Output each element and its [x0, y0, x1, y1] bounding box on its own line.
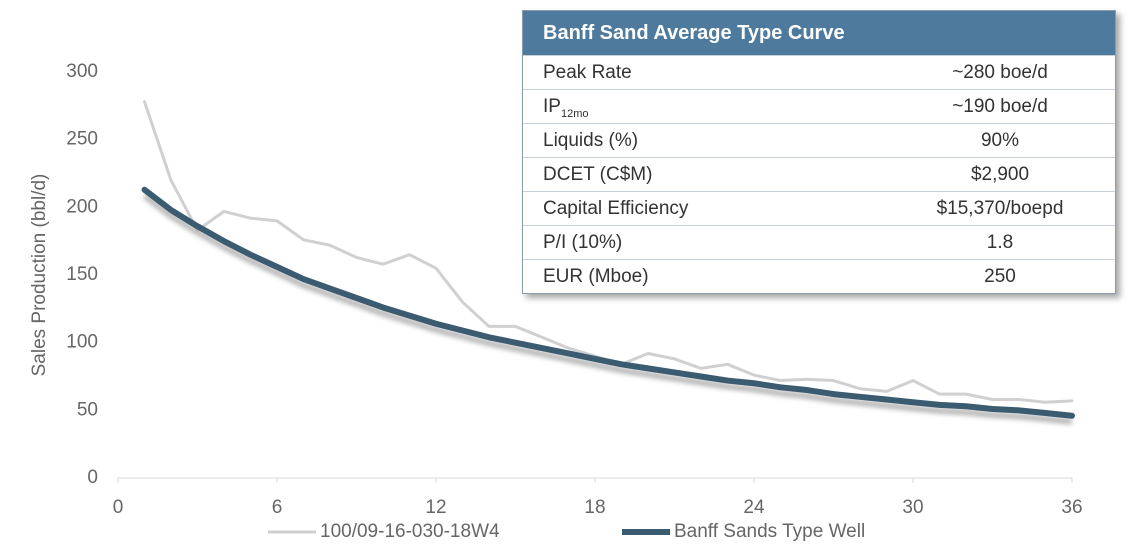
- row-label: P/I (10%): [523, 226, 885, 259]
- series-line: [141, 186, 1075, 419]
- table-title: Banff Sand Average Type Curve: [523, 11, 1115, 55]
- y-axis-label: Sales Production (bbl/d): [29, 174, 50, 377]
- table-row: EUR (Mboe) 250: [523, 259, 1115, 293]
- row-value: $15,370/boepd: [936, 198, 1064, 219]
- row-value: 90%: [980, 130, 1020, 151]
- x-tick-label: 36: [1061, 497, 1082, 518]
- label-text: Capital Efficiency: [543, 198, 689, 219]
- table-row: Peak Rate ~280 boe/d: [523, 55, 1115, 89]
- row-value: 250: [984, 266, 1016, 287]
- y-tick-label: 0: [87, 467, 98, 488]
- x-tick-label: 6: [272, 497, 283, 518]
- legend-label: Banff Sands Type Well: [674, 521, 865, 542]
- label-text: Peak Rate: [543, 62, 632, 83]
- label-text: IP: [543, 96, 561, 117]
- x-tick-label: 0: [113, 497, 124, 518]
- x-tick-label: 30: [902, 497, 923, 518]
- table-row: Capital Efficiency $15,370/boepd: [523, 191, 1115, 225]
- row-value: ~190 boe/d: [952, 96, 1048, 117]
- x-tick-label: 18: [584, 497, 605, 518]
- row-label: Capital Efficiency: [523, 192, 885, 225]
- row-label: DCET (C$M): [523, 158, 885, 191]
- label-text: DCET (C$M): [543, 164, 653, 185]
- label-subscript: 12mo: [560, 107, 589, 120]
- label-text: P/I (10%): [543, 232, 623, 253]
- label-text: Liquids (%): [543, 130, 639, 151]
- row-label: IP12mo: [523, 90, 885, 123]
- row-label: Liquids (%): [523, 124, 885, 157]
- y-tick-label: 300: [66, 61, 98, 82]
- table-row: P/I (10%) 1.8: [523, 225, 1115, 259]
- table-row: IP12mo ~190 boe/d: [523, 89, 1115, 123]
- label-text: EUR (Mboe): [543, 266, 649, 287]
- line-shadow: [142, 193, 1073, 425]
- x-tick-label: 12: [425, 497, 446, 518]
- y-tick-label: 150: [66, 264, 98, 285]
- y-tick-label: 250: [66, 129, 98, 150]
- legend-label: 100/09-16-030-18W4: [320, 521, 500, 542]
- row-label: EUR (Mboe): [523, 260, 885, 293]
- y-tick-label: 200: [66, 196, 98, 217]
- row-value: 1.8: [986, 232, 1014, 253]
- row-label: Peak Rate: [523, 56, 885, 89]
- x-tick-label: 24: [743, 497, 765, 518]
- y-tick-label: 100: [66, 332, 98, 353]
- summary-table: Banff Sand Average Type Curve Peak Rate ~…: [522, 10, 1116, 294]
- row-value: $2,900: [970, 164, 1030, 185]
- y-tick-label: 50: [77, 399, 98, 420]
- row-value: ~280 boe/d: [952, 62, 1048, 83]
- table-row: DCET (C$M) $2,900: [523, 157, 1115, 191]
- table-row: Liquids (%) 90%: [523, 123, 1115, 157]
